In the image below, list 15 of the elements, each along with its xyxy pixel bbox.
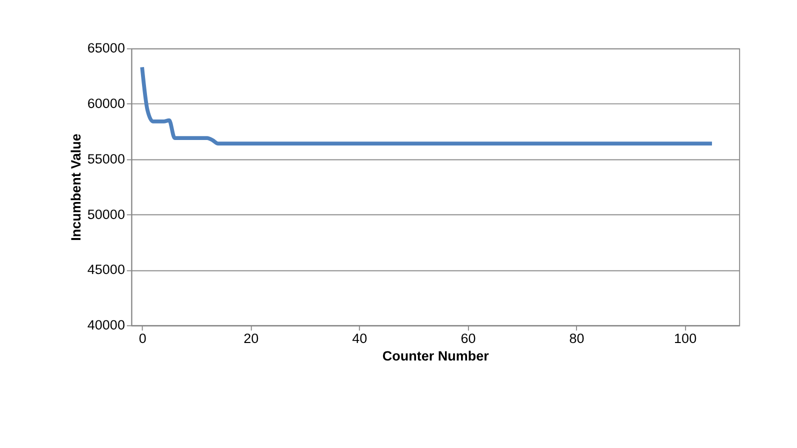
- line-series: [140, 65, 714, 146]
- x-tick-label: 20: [244, 331, 259, 346]
- x-tick-label: 100: [674, 331, 697, 346]
- y-tick-label: 50000: [87, 206, 125, 222]
- y-tick-label: 45000: [87, 262, 125, 278]
- y-tick-label: 60000: [87, 96, 125, 112]
- x-tick-label: 40: [352, 331, 368, 346]
- x-tick-label: 60: [460, 331, 476, 346]
- x-axis-title: Counter Number: [382, 348, 490, 364]
- y-tick-label: 65000: [87, 40, 125, 56]
- y-tick-label: 40000: [87, 318, 125, 333]
- y-axis-title: Incumbent Value: [68, 133, 84, 241]
- x-tick-label: 80: [569, 331, 584, 346]
- y-tick-label: 55000: [87, 151, 125, 166]
- x-tick-label: 0: [138, 331, 146, 346]
